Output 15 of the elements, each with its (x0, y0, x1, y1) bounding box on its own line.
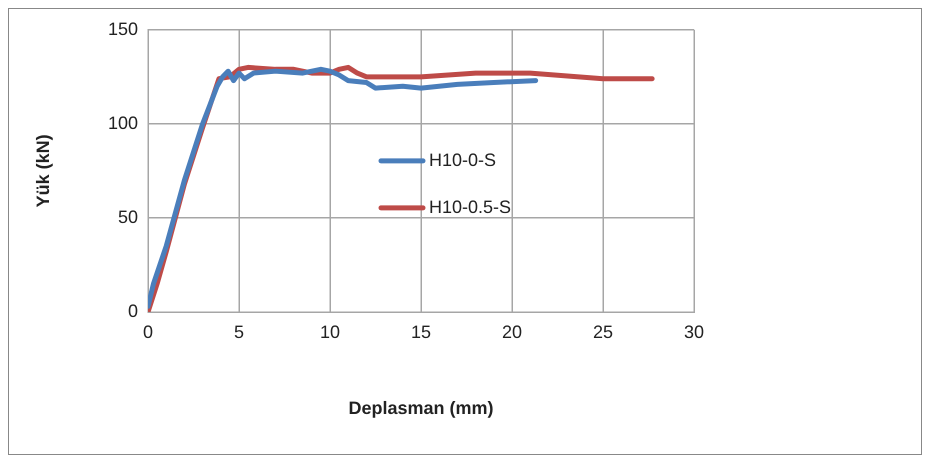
x-axis-title: Deplasman (mm) (348, 398, 494, 418)
y-axis-title: Yük (kN) (32, 134, 53, 208)
x-tick-label: 0 (142, 322, 154, 342)
y-tick-label: 150 (108, 18, 138, 39)
x-tick-label: 10 (320, 322, 340, 342)
legend-label: H10-0.5-S (429, 196, 512, 217)
y-tick-label: 100 (108, 112, 138, 133)
x-tick-label: 25 (592, 322, 614, 342)
x-tick-label: 15 (410, 322, 432, 342)
y-tick-label: 50 (118, 206, 138, 227)
legend-label: H10-0-S (429, 150, 496, 170)
y-tick-label: 0 (128, 300, 138, 321)
x-tick-label: 30 (684, 322, 704, 342)
x-tick-label: 20 (502, 322, 522, 342)
x-tick-label: 5 (234, 322, 244, 342)
